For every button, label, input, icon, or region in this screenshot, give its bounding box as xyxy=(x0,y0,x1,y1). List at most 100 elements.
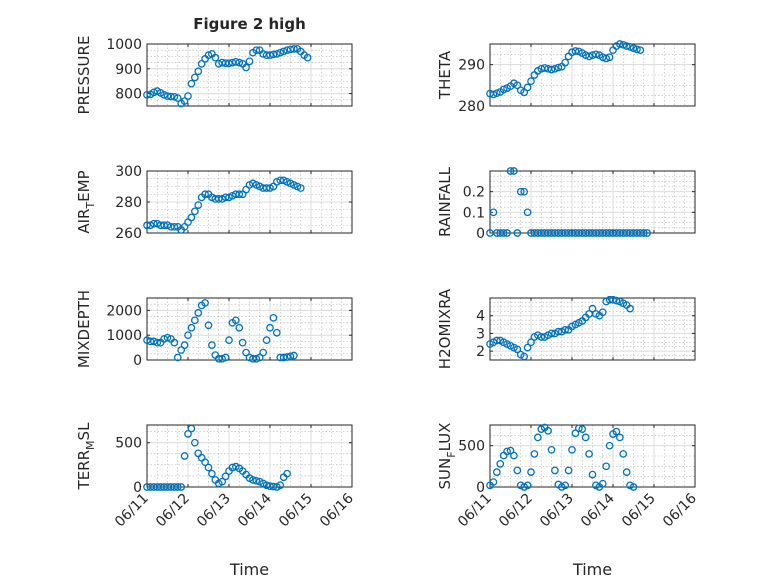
y-tick-label: 2000 xyxy=(106,303,142,319)
data-point-rainfall xyxy=(510,167,518,175)
data-point-air-temp xyxy=(201,190,209,199)
data-point-pressure xyxy=(190,73,199,82)
data-point-mixdepth xyxy=(283,353,291,361)
y-axis-label: PRESSURE xyxy=(75,36,93,115)
data-point-h2omixra xyxy=(626,304,634,313)
data-point-terr-msl xyxy=(184,430,192,438)
data-point-sun-flux xyxy=(581,433,590,442)
data-point-h2omixra xyxy=(492,336,501,345)
panel-h2omixra: 2 34 H2OMIXRA xyxy=(436,288,696,369)
data-point-sun-flux xyxy=(574,424,583,433)
data-point-pressure xyxy=(204,51,213,60)
data-point-mixdepth xyxy=(187,323,196,332)
data-point-theta xyxy=(636,46,645,55)
data-point-rainfall xyxy=(523,208,532,217)
data-point-sun-flux xyxy=(602,462,611,471)
data-point-mixdepth xyxy=(259,348,268,357)
y-tick-label: 290 xyxy=(458,58,485,74)
data-point-mixdepth xyxy=(235,323,244,332)
data-point-sun-flux xyxy=(496,460,505,468)
data-point-pressure xyxy=(242,63,250,72)
data-point-mixdepth xyxy=(238,338,247,347)
x-tick-label: 06/13 xyxy=(537,491,577,531)
data-point-terr-msl xyxy=(283,469,291,478)
data-point-air-temp xyxy=(214,195,223,203)
data-point-pressure xyxy=(143,90,151,99)
data-point-theta xyxy=(602,54,611,63)
data-point-sun-flux xyxy=(622,468,631,476)
data-point-theta xyxy=(527,77,535,86)
x-axis-label: Time xyxy=(572,560,612,579)
data-point-terr-msl xyxy=(262,481,271,490)
data-point-h2omixra xyxy=(612,296,621,305)
data-point-mixdepth xyxy=(163,333,172,342)
data-point-mixdepth xyxy=(272,328,281,337)
data-point-rainfall xyxy=(516,187,525,196)
data-point-pressure xyxy=(290,45,298,53)
data-point-sun-flux xyxy=(530,450,539,458)
data-point-sun-flux xyxy=(585,450,593,458)
axes-box xyxy=(146,43,353,107)
x-tick-label: 06/12 xyxy=(153,491,193,531)
data-point-sun-flux xyxy=(605,441,614,450)
data-point-air-temp xyxy=(160,221,168,230)
data-point-theta xyxy=(492,89,501,98)
data-point-pressure xyxy=(303,53,312,62)
data-point-terr-msl xyxy=(269,482,278,491)
data-point-pressure xyxy=(187,79,196,88)
data-point-terr-msl xyxy=(201,458,209,467)
data-point-theta xyxy=(626,43,634,51)
data-point-mixdepth xyxy=(180,341,189,349)
data-point-h2omixra xyxy=(523,343,532,352)
data-point-theta xyxy=(592,50,600,59)
data-point-theta xyxy=(523,83,532,92)
data-point-air-temp xyxy=(235,190,244,199)
panel-mixdepth: 0 1000 2000 MIXDEPTH xyxy=(75,290,353,369)
data-point-pressure xyxy=(225,59,233,68)
data-point-h2omixra xyxy=(554,327,563,336)
data-point-air-temp xyxy=(194,201,203,209)
y-tick-label: 280 xyxy=(458,99,485,115)
y-tick-label: 800 xyxy=(115,87,142,103)
data-point-pressure xyxy=(269,50,278,59)
data-point-rainfall xyxy=(499,229,508,237)
data-point-mixdepth xyxy=(190,316,199,325)
data-point-pressure xyxy=(272,50,281,58)
data-point-terr-msl xyxy=(173,483,182,491)
data-point-theta xyxy=(540,64,549,72)
data-point-mixdepth xyxy=(286,352,295,361)
data-point-air-temp xyxy=(190,207,199,216)
data-point-h2omixra xyxy=(527,338,535,347)
data-point-sun-flux xyxy=(564,466,573,475)
data-point-terr-msl xyxy=(208,469,216,478)
data-point-rainfall xyxy=(506,167,515,175)
data-point-theta xyxy=(554,63,563,72)
y-tick-label: 500 xyxy=(115,436,142,452)
x-tick-label: 06/12 xyxy=(496,491,536,531)
data-point-sun-flux xyxy=(544,426,552,435)
data-point-theta xyxy=(619,40,628,49)
axes-box xyxy=(489,297,696,361)
y-tick-label: 0.2 xyxy=(463,185,485,201)
y-axis-label: H2OMIXRA xyxy=(436,288,454,369)
y-axis-label: MIXDEPTH xyxy=(75,290,93,368)
figure-title: Figure 2 high xyxy=(193,15,306,33)
data-point-theta xyxy=(561,58,570,67)
data-point-pressure xyxy=(252,46,261,55)
data-point-sun-flux xyxy=(619,450,628,458)
axes-box xyxy=(146,424,353,488)
data-point-rainfall xyxy=(643,229,652,237)
data-point-air-temp xyxy=(262,184,271,192)
data-point-rainfall xyxy=(520,187,529,196)
data-point-pressure xyxy=(235,58,244,67)
data-point-pressure xyxy=(276,48,285,57)
data-point-mixdepth xyxy=(201,299,209,307)
data-point-theta xyxy=(633,45,641,54)
data-point-pressure xyxy=(167,92,175,101)
panel-terr-msl: 0 500 06/11 06/12 06/13 06/14 06/15 06/16 Time TE… xyxy=(75,422,357,579)
data-point-mixdepth xyxy=(231,316,240,325)
panel-rainfall: 0 0.1 0.2 RAINFALL xyxy=(436,166,696,242)
y-tick-label: 500 xyxy=(458,439,485,455)
data-point-mixdepth xyxy=(173,353,182,362)
